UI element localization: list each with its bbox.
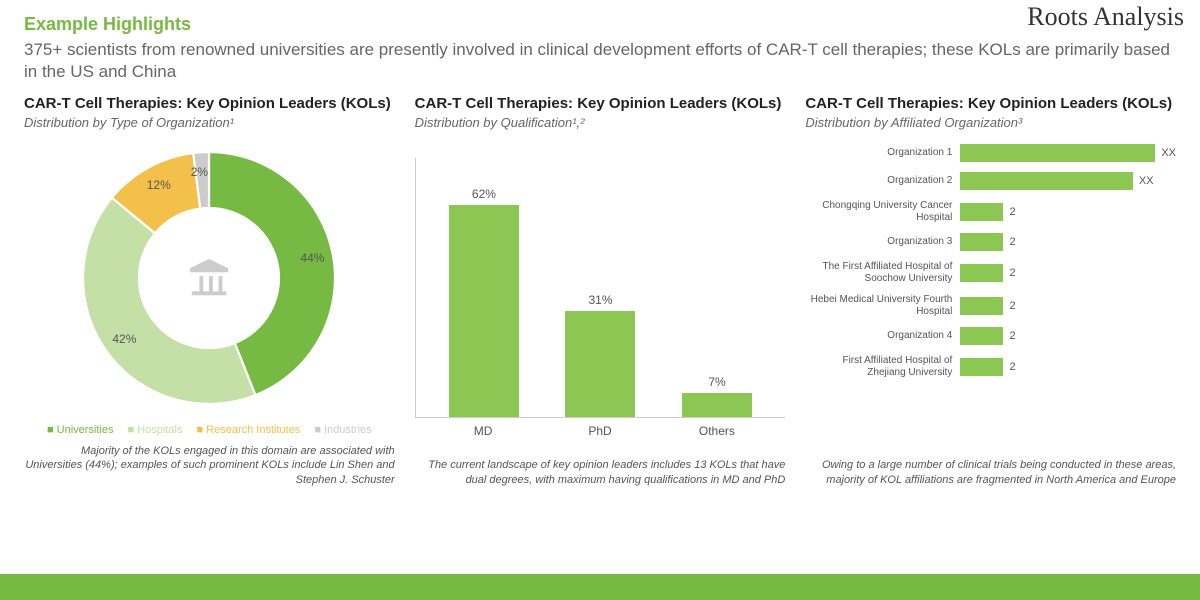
bar-value-label: 62% [472, 187, 496, 201]
donut-panel: CAR-T Cell Therapies: Key Opinion Leader… [24, 95, 395, 487]
hbar-value-label: XX [1139, 175, 1154, 187]
hbar-rect [960, 358, 1003, 376]
bar-panel: CAR-T Cell Therapies: Key Opinion Leader… [415, 95, 786, 487]
hbar-row: Hebei Medical University Fourth Hospital… [805, 294, 1176, 317]
hbar-row: Organization 1 XX [805, 144, 1176, 162]
hbar-rect [960, 297, 1003, 315]
bar-column: 31% [560, 293, 640, 417]
legend-item: Industries [314, 424, 371, 436]
hbar-rect [960, 203, 1003, 221]
bar-column: 62% [444, 187, 524, 418]
panels-row: CAR-T Cell Therapies: Key Opinion Leader… [0, 95, 1200, 487]
hbar-value-label: 2 [1009, 267, 1015, 279]
hbar-label: Hebei Medical University Fourth Hospital [805, 294, 960, 317]
bar-x-label: Others [677, 424, 757, 438]
donut-footnote: Majority of the KOLs engaged in this dom… [24, 444, 395, 487]
hbar-value-label: XX [1161, 147, 1176, 159]
hbar-label: Organization 4 [805, 330, 960, 342]
donut-value-label: 44% [300, 251, 324, 265]
bar-x-label: PhD [560, 424, 640, 438]
hbar-footnote: Owing to a large number of clinical tria… [805, 458, 1176, 487]
bar-value-label: 7% [708, 375, 725, 389]
hbar-rect [960, 144, 1155, 162]
donut-subtitle: Distribution by Type of Organization¹ [24, 115, 395, 130]
building-icon [169, 238, 249, 318]
hbar-rect [960, 233, 1003, 251]
bar-value-label: 31% [588, 293, 612, 307]
donut-chart: 44% 42% 12% 2% Universities Hospitals Researc… [24, 138, 395, 436]
hbar-value-label: 2 [1009, 330, 1015, 342]
hbar-chart: Organization 1 XX Organization 2 XX Chongqin… [805, 144, 1176, 450]
bar-footnote: The current landscape of key opinion lea… [415, 458, 786, 487]
bar-title: CAR-T Cell Therapies: Key Opinion Leader… [415, 95, 786, 113]
hbar-value-label: 2 [1009, 300, 1015, 312]
hbar-row: Organization 3 2 [805, 233, 1176, 251]
hbar-rect [960, 264, 1003, 282]
hbar-value-label: 2 [1009, 361, 1015, 373]
bar-x-label: MD [443, 424, 523, 438]
hbar-label: Organization 2 [805, 175, 960, 187]
hbar-rect [960, 327, 1003, 345]
donut-legend: Universities Hospitals Research Institutes… [24, 424, 395, 436]
bar-chart: 62% 31% 7% MD PhD Others [415, 138, 786, 450]
brand-logo: Roots Analysis [1027, 2, 1184, 32]
bar-subtitle: Distribution by Qualification¹,² [415, 115, 786, 130]
header: Example Highlights 375+ scientists from … [0, 0, 1200, 89]
hbar-value-label: 2 [1009, 206, 1015, 218]
donut-value-label: 2% [191, 165, 208, 179]
hbar-row: The First Affiliated Hospital of Soochow… [805, 261, 1176, 284]
hbar-rect [960, 172, 1133, 190]
donut-value-label: 12% [147, 178, 171, 192]
hbar-subtitle: Distribution by Affiliated Organization³ [805, 115, 1176, 130]
hbar-label: First Affiliated Hospital of Zhejiang Un… [805, 355, 960, 378]
hbar-row: Organization 4 2 [805, 327, 1176, 345]
hbar-label: Chongqing University Cancer Hospital [805, 200, 960, 223]
hbar-row: Organization 2 XX [805, 172, 1176, 190]
legend-item: Research Institutes [196, 424, 300, 436]
bar-rect [449, 205, 519, 418]
legend-item: Universities [47, 424, 114, 436]
hbar-value-label: 2 [1009, 236, 1015, 248]
hbar-label: Organization 3 [805, 236, 960, 248]
footer-bar [0, 574, 1200, 600]
bar-rect [565, 311, 635, 417]
page-subtitle: 375+ scientists from renowned universiti… [24, 39, 1176, 83]
hbar-title: CAR-T Cell Therapies: Key Opinion Leader… [805, 95, 1176, 113]
hbar-row: First Affiliated Hospital of Zhejiang Un… [805, 355, 1176, 378]
hbar-panel: CAR-T Cell Therapies: Key Opinion Leader… [805, 95, 1176, 487]
hbar-label: Organization 1 [805, 147, 960, 159]
donut-value-label: 42% [112, 332, 136, 346]
hbar-row: Chongqing University Cancer Hospital 2 [805, 200, 1176, 223]
bar-column: 7% [677, 375, 757, 417]
bar-rect [682, 393, 752, 417]
donut-title: CAR-T Cell Therapies: Key Opinion Leader… [24, 95, 395, 113]
highlights-label: Example Highlights [24, 14, 1176, 35]
legend-item: Hospitals [128, 424, 183, 436]
hbar-label: The First Affiliated Hospital of Soochow… [805, 261, 960, 284]
